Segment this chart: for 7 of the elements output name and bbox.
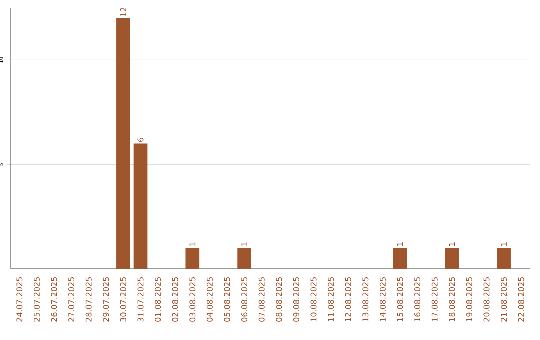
bar	[238, 248, 252, 269]
bar	[116, 18, 130, 269]
bar	[497, 248, 511, 269]
bar	[393, 248, 408, 269]
bar	[186, 248, 200, 269]
bar	[445, 248, 460, 269]
bar	[134, 144, 148, 269]
